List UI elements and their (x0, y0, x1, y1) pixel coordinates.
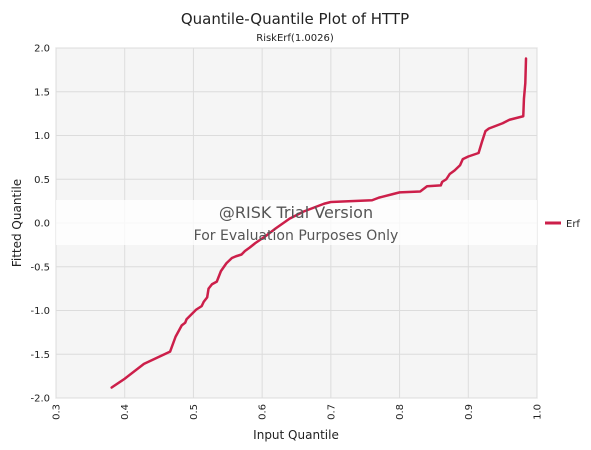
series-line-erf (110, 57, 528, 389)
y-tick-label: 2.0 (34, 44, 50, 55)
x-tick-label: 0.5 (189, 404, 200, 420)
y-tick-label: -0.5 (30, 262, 50, 273)
legend-label-erf: Erf (566, 219, 580, 230)
watermark-line-2: For Evaluation Purposes Only (194, 228, 399, 244)
x-tick-label: 0.7 (326, 404, 337, 420)
x-tick-label: 0.4 (120, 404, 131, 420)
y-tick-label: -1.5 (30, 350, 50, 361)
y-tick-label: 0.0 (34, 219, 50, 230)
y-tick-label: -1.0 (30, 306, 50, 317)
watermark-line-1: @RISK Trial Version (219, 203, 373, 222)
y-axis-ticks: 2.0 1.5 1.0 0.5 0.0 -0.5 -1.0 -1.5 -2.0 (30, 44, 50, 405)
legend: Erf (545, 219, 580, 230)
y-tick-label: -2.0 (30, 394, 50, 405)
y-axis-label: Fitted Quantile (10, 179, 24, 267)
y-tick-label: 0.5 (34, 175, 50, 186)
watermark-band (56, 200, 537, 245)
x-tick-label: 0.9 (464, 404, 475, 420)
x-axis-label: Input Quantile (253, 428, 339, 442)
x-tick-label: 0.6 (258, 404, 269, 420)
y-tick-label: 1.0 (34, 131, 50, 142)
x-tick-label: 0.8 (395, 404, 406, 420)
y-tick-label: 1.5 (34, 87, 50, 98)
x-axis-ticks: 0.3 0.4 0.5 0.6 0.7 0.8 0.9 1.0 (52, 404, 544, 420)
chart-subtitle: RiskErf(1.0026) (256, 33, 334, 44)
chart-title: Quantile-Quantile Plot of HTTP (181, 10, 409, 28)
x-tick-label: 1.0 (533, 404, 544, 420)
x-tick-label: 0.3 (52, 404, 63, 420)
